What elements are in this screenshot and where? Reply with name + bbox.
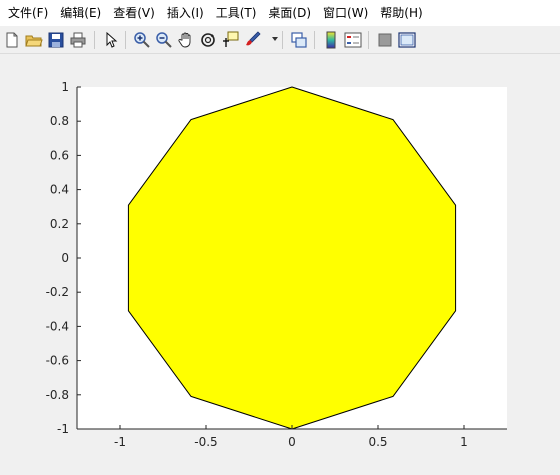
toolbar-separator xyxy=(94,31,95,49)
pointer-icon xyxy=(106,31,118,48)
menu-file[interactable]: 文件(F) xyxy=(8,6,49,20)
axis-ticks xyxy=(77,86,465,430)
y-tick-label: -0.4 xyxy=(46,319,69,333)
figure-toolbar xyxy=(0,26,560,54)
zoom-out-button[interactable] xyxy=(154,30,174,50)
toolbar-separator xyxy=(314,31,315,49)
y-tick-label: -1 xyxy=(57,422,69,436)
y-tick-label: 0.6 xyxy=(50,148,69,162)
show-plot-tools-button[interactable] xyxy=(397,30,417,50)
print-button[interactable] xyxy=(68,30,88,50)
rotate-3d-icon xyxy=(201,33,215,47)
rotate-3d-button[interactable] xyxy=(198,30,218,50)
x-tick-label: 0.5 xyxy=(368,435,387,449)
pan-button[interactable] xyxy=(176,30,196,50)
y-tick-label: 0 xyxy=(61,251,69,265)
toolbar-separator xyxy=(368,31,369,49)
menu-insert[interactable]: 插入(I) xyxy=(166,6,204,20)
legend-icon xyxy=(344,32,362,48)
menu-edit[interactable]: 编辑(E) xyxy=(60,6,102,20)
menu-bar: 文件(F) 编辑(E) 查看(V) 插入(I) 工具(T) 桌面(D) 窗口(W… xyxy=(0,0,560,26)
menu-help[interactable]: 帮助(H) xyxy=(380,6,423,20)
x-tick-label: -1 xyxy=(114,435,126,449)
zoom-out-icon xyxy=(156,32,172,48)
edit-plot-button[interactable] xyxy=(101,30,121,50)
menu-tools[interactable]: 工具(T) xyxy=(215,6,257,20)
brush-dropdown-icon[interactable] xyxy=(272,37,278,41)
y-tick-label: 0.8 xyxy=(50,114,69,128)
open-button[interactable] xyxy=(24,30,44,50)
new-file-icon xyxy=(6,32,18,48)
brush-icon xyxy=(246,31,261,46)
save-button[interactable] xyxy=(46,30,66,50)
menu-desktop[interactable]: 桌面(D) xyxy=(268,6,312,20)
y-tick-label: 1 xyxy=(61,80,69,94)
zoom-in-button[interactable] xyxy=(132,30,152,50)
x-tick-label: 0 xyxy=(288,435,296,449)
menu-window[interactable]: 窗口(W) xyxy=(323,6,369,20)
data-cursor-icon xyxy=(223,31,239,47)
data-cursor-button[interactable] xyxy=(220,30,240,50)
link-plot-icon xyxy=(291,32,307,48)
new-file-button[interactable] xyxy=(2,30,22,50)
link-plot-button[interactable] xyxy=(289,30,309,50)
axis-tick-labels: -1 -0.5 0 0.5 1 -1 -0.8 -0.6 -0.4 -0.2 0 0.2 0.4 0.6 0… xyxy=(46,80,468,449)
zoom-in-icon xyxy=(134,32,150,48)
y-tick-label: 0.4 xyxy=(50,183,69,197)
pan-hand-icon xyxy=(178,32,191,48)
menu-view[interactable]: 查看(V) xyxy=(113,6,155,20)
y-tick-label: -0.2 xyxy=(46,285,69,299)
toolbar-separator xyxy=(125,31,126,49)
y-tick-label: -0.6 xyxy=(46,354,69,368)
print-icon xyxy=(70,32,86,48)
decagon-patch xyxy=(127,86,457,430)
toolbar-separator xyxy=(282,31,283,49)
colorbar-icon xyxy=(326,31,336,49)
insert-legend-button[interactable] xyxy=(343,30,363,50)
y-tick-label: 0.2 xyxy=(50,217,69,231)
hide-plot-tools-button[interactable] xyxy=(375,30,395,50)
save-icon xyxy=(48,32,64,48)
open-folder-icon xyxy=(25,35,43,47)
hide-plot-tools-icon xyxy=(378,33,392,47)
x-tick-label: 1 xyxy=(460,435,468,449)
insert-colorbar-button[interactable] xyxy=(321,30,341,50)
y-tick-label: -0.8 xyxy=(46,388,69,402)
show-plot-tools-icon xyxy=(398,32,416,48)
x-tick-label: -0.5 xyxy=(194,435,217,449)
brush-button[interactable] xyxy=(242,30,262,50)
